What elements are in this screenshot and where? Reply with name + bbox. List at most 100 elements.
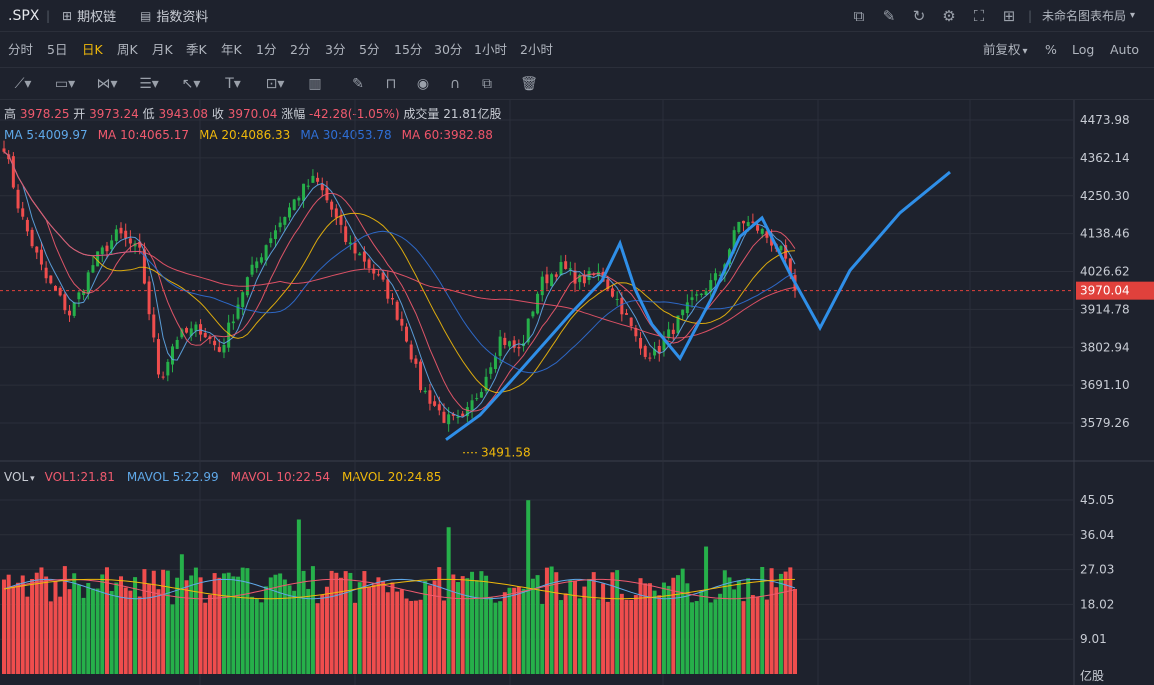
candle-body: [316, 177, 320, 182]
lock-icon[interactable]: ⊓: [385, 76, 397, 92]
line-tool-icon[interactable]: ⟋▾: [14, 76, 32, 92]
volume-bar: [217, 577, 222, 674]
fib-tool-icon[interactable]: ☰▾: [139, 76, 159, 92]
candle-body: [161, 376, 165, 378]
index-info-tab[interactable]: ▤ 指数资料: [140, 0, 208, 31]
candle-body: [751, 221, 755, 223]
period-tab-10[interactable]: 5分: [359, 42, 380, 57]
chart-canvas[interactable]: 4473.98 4362.14 4250.30 4138.46 4026.62 3914.…: [0, 100, 1154, 685]
period-tab-14[interactable]: 2小时: [520, 42, 553, 57]
grid-icon[interactable]: ⊞: [1002, 7, 1016, 25]
auto-toggle[interactable]: Auto: [1110, 42, 1140, 57]
settings-icon[interactable]: ⚙: [942, 7, 956, 25]
candle-body: [49, 275, 53, 284]
period-tab-7[interactable]: 1分: [256, 42, 277, 57]
percent-toggle[interactable]: %: [1045, 42, 1057, 57]
volume-bar: [147, 583, 152, 674]
change-value: -42.28(-1.05%): [309, 107, 400, 121]
options-chain-tab[interactable]: ⊞ 期权链: [62, 0, 116, 31]
candle-body: [367, 259, 371, 269]
volume-bar: [507, 587, 512, 674]
candle-body: [100, 247, 104, 255]
layers-icon[interactable]: ⧉: [482, 76, 492, 92]
volume-bar: [278, 573, 283, 674]
volume-bar: [633, 595, 638, 674]
volume-bar: [746, 578, 751, 674]
volume-bar: [671, 577, 676, 674]
refresh-icon[interactable]: ↻: [912, 7, 926, 25]
period-tab-1[interactable]: 5日: [47, 42, 68, 57]
text-tool-icon[interactable]: T▾: [225, 76, 241, 92]
volume-bar: [207, 594, 212, 674]
volume-bar: [470, 571, 475, 674]
volume-bar: [245, 568, 250, 674]
eye-icon[interactable]: ◉: [416, 76, 430, 92]
candle-body: [465, 407, 469, 417]
rectangle-tool-icon[interactable]: ▭▾: [54, 76, 76, 92]
candle-body: [718, 274, 722, 276]
document-icon: ▤: [140, 8, 152, 23]
pattern-tool-icon[interactable]: ⋈▾: [96, 76, 118, 92]
period-tab-6[interactable]: 年K: [221, 42, 242, 57]
arrow-tool-icon[interactable]: ↖▾: [181, 76, 201, 92]
volume-tick-label: 9.01: [1080, 632, 1107, 646]
volume-bar: [128, 590, 133, 674]
layout-selector[interactable]: 未命名图表布局 ▾: [1042, 0, 1135, 31]
number-tool-icon[interactable]: ⊡▾: [265, 76, 285, 92]
period-tab-5[interactable]: 季K: [186, 42, 207, 57]
vol-legend: VOL ▾ VOL1:21.81 MAVOL 5:22.99 MAVOL 10:22.5…: [4, 470, 453, 484]
candle-body: [503, 337, 507, 345]
candle-body: [390, 298, 394, 300]
volume-bar: [755, 596, 760, 674]
candle-body: [643, 346, 647, 357]
period-tab-4[interactable]: 月K: [152, 42, 173, 57]
candle-body: [269, 238, 273, 244]
pencil-icon[interactable]: ✎: [352, 76, 364, 92]
volume-bar: [76, 584, 81, 674]
volume-bar: [381, 580, 386, 674]
adjust-selector[interactable]: 前复权 ▾: [983, 32, 1028, 68]
price-tick-label: 3579.26: [1080, 416, 1130, 430]
candle-body: [302, 183, 306, 201]
volume-bar: [549, 566, 554, 674]
period-tab-13[interactable]: 1小时: [474, 42, 507, 57]
candle-body: [278, 222, 282, 228]
vol-label[interactable]: VOL: [4, 470, 29, 484]
volume-bar: [212, 573, 217, 674]
volume-bar: [615, 570, 620, 674]
magnet-icon[interactable]: ∩: [449, 76, 461, 92]
candle-body: [119, 227, 123, 234]
period-tab-0[interactable]: 分时: [8, 42, 34, 57]
candle-body: [63, 294, 67, 311]
candle-body: [7, 154, 11, 160]
period-tab-9[interactable]: 3分: [325, 42, 346, 57]
period-tab-11[interactable]: 15分: [394, 42, 423, 57]
period-tab-12[interactable]: 30分: [434, 42, 463, 57]
chart-icon[interactable]: ⧉: [853, 7, 865, 25]
volume-bar: [306, 588, 311, 674]
period-tab-2[interactable]: 日K: [82, 42, 103, 57]
trash-icon[interactable]: 🗑: [520, 76, 538, 92]
volume-bar: [605, 601, 610, 674]
volume-bar: [198, 577, 203, 674]
ma-legend-item: MA 5:4009.97: [4, 128, 88, 142]
period-tab-3[interactable]: 周K: [117, 42, 138, 57]
candle-body: [531, 311, 535, 317]
candle-body: [709, 280, 713, 292]
volume-bar: [156, 589, 161, 674]
price-tick-label: 4250.30: [1080, 189, 1130, 203]
candle-body: [142, 249, 146, 284]
volume-bar: [161, 569, 166, 674]
log-toggle[interactable]: Log: [1072, 42, 1095, 57]
fullscreen-icon[interactable]: ⛶: [973, 7, 985, 25]
ticker-symbol[interactable]: .SPX: [8, 7, 40, 24]
measure-tool-icon[interactable]: ▥: [308, 76, 322, 92]
volume-bar: [647, 583, 652, 674]
candle-body: [72, 302, 76, 316]
vol-legend-item: MAVOL 5:22.99: [126, 470, 219, 484]
draw-icon[interactable]: ✎: [882, 7, 896, 25]
candle-body: [433, 401, 437, 406]
candle-body: [409, 344, 413, 360]
candle-body: [386, 279, 390, 299]
period-tab-8[interactable]: 2分: [290, 42, 311, 57]
